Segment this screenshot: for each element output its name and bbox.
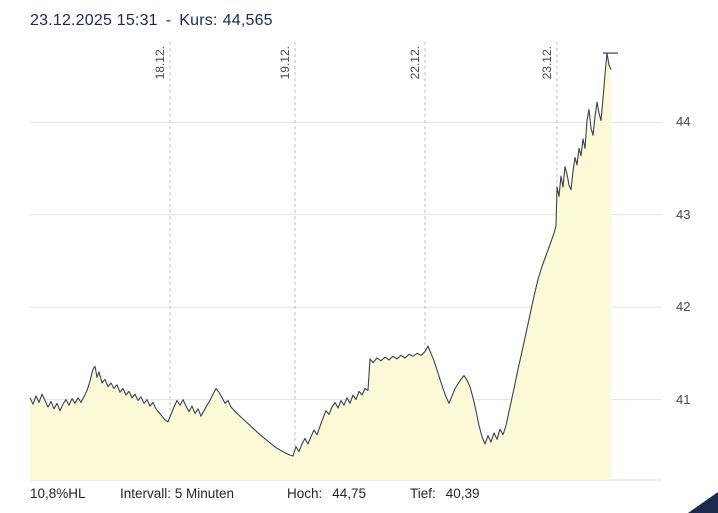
y-axis-tick: 44 xyxy=(676,114,691,130)
high-value: 44,75 xyxy=(332,486,367,501)
y-axis-tick: 42 xyxy=(676,299,691,315)
header-kurs-label: Kurs: xyxy=(179,12,218,29)
header-datetime: 23.12.2025 15:31 xyxy=(30,12,158,29)
high-readout: Hoch: 44,75 xyxy=(287,486,366,501)
high-label: Hoch: xyxy=(287,486,323,501)
x-axis-date-label: 22.12. xyxy=(408,46,422,80)
y-axis-tick: 43 xyxy=(676,206,691,222)
low-label: Tief: xyxy=(410,486,436,501)
y-axis-tick: 41 xyxy=(676,391,691,407)
price-area-fill xyxy=(30,53,611,480)
low-value: 40,39 xyxy=(445,486,480,501)
x-axis-date-label: 18.12. xyxy=(153,46,167,80)
x-axis-date-label: 23.12. xyxy=(540,46,554,80)
corner-brand-triangle-icon xyxy=(688,492,718,513)
x-axis-date-label: 19.12. xyxy=(278,46,292,80)
header-kurs-value: 44,565 xyxy=(222,12,273,29)
low-readout: Tief: 40,39 xyxy=(410,486,480,501)
chart-header: 23.12.2025 15:31- Kurs: 44,565 xyxy=(30,12,273,30)
interval-label: Intervall: 5 Minuten xyxy=(120,486,235,501)
range-percent-label: 10,8%HL xyxy=(30,486,86,501)
header-separator: - xyxy=(165,12,172,29)
price-line xyxy=(29,52,612,457)
